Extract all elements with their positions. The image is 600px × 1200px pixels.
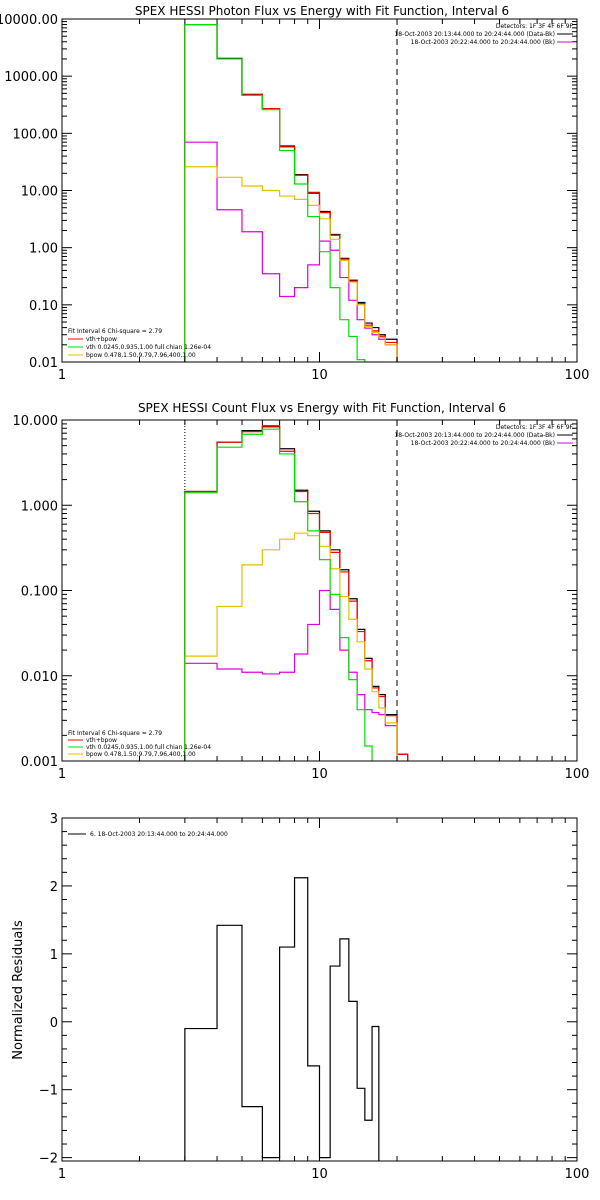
photon-flux-series-data [184, 23, 409, 362]
photon-flux-x-tick-label: 10 [311, 368, 328, 383]
count-flux-series-vth [184, 428, 409, 761]
count-flux-plot-area [184, 420, 409, 761]
residuals-y-tick-label: 3 [50, 812, 58, 827]
photon-flux-legend-total-label: vth+bpow [86, 336, 117, 343]
count-flux-y-tick-label: 0.001 [21, 755, 58, 770]
photon-flux-y-tick-label: 0.01 [29, 356, 58, 371]
photon-flux-axes-frame [61, 18, 578, 363]
residuals-legend-label: 6. 18-Oct-2003 20:13:44.000 to 20:24:44.… [90, 831, 228, 838]
residuals-y-axis-label: Normalized Residuals [11, 920, 26, 1060]
residuals-series-data [184, 877, 380, 1161]
residuals-panel: 1 10 100 −2 −1 0 1 2 3 Normalized Residuals 6. 1… [11, 812, 589, 1182]
count-flux-legend-data-label: 18-Oct-2003 20:13:44.000 to 20:24:44.000… [394, 432, 555, 439]
photon-flux-panel: SPEX HESSI Photon Flux vs Energy with Fi… [0, 4, 589, 383]
photon-flux-y-tick-label: 10000.00 [0, 13, 58, 28]
photon-flux-series-vth [184, 23, 409, 362]
count-flux-panel: SPEX HESSI Count Flux vs Energy with Fit… [13, 401, 590, 782]
count-flux-legend-bottom: Fit Interval 6 Chi-square = 2.79 vth+bpo… [68, 730, 211, 758]
count-flux-legend-vth-label: vth 0.0245,0.935,1.00 full chian 1.26e-0… [86, 744, 211, 751]
photon-flux-title: SPEX HESSI Photon Flux vs Energy with Fi… [135, 4, 509, 18]
photon-flux-legend-data-label: 18-Oct-2003 20:13:44.000 to 20:24:44.000… [394, 31, 555, 38]
photon-flux-detectors-label: Detectors: 1F 3F 4F 6F 9F [496, 23, 574, 30]
photon-flux-legend-bpow-label: bpow 0.478,1.50,9.79,7.96,400,1.00 [86, 352, 196, 359]
photon-flux-plot-area [184, 19, 409, 362]
count-flux-legend-bpow-label: bpow 0.478,1.50,9.79,7.96,400,1.00 [86, 751, 196, 758]
photon-flux-y-tick-label: 1000.00 [4, 70, 58, 85]
count-flux-title: SPEX HESSI Count Flux vs Energy with Fit… [138, 401, 506, 415]
count-flux-x-tick-label: 100 [565, 767, 590, 782]
count-flux-legend-bk-label: 18-Oct-2003 20:22:44.000 to 20:24:44.000… [411, 440, 555, 447]
count-flux-x-tick-label: 1 [58, 767, 66, 782]
photon-flux-series-total [184, 23, 409, 362]
count-flux-y-tick-label: 0.010 [21, 670, 58, 685]
residuals-y-tick-label: 2 [50, 880, 58, 895]
photon-flux-y-tick-label: 1.00 [29, 242, 58, 257]
residuals-y-tick-label: 0 [50, 1016, 58, 1031]
photon-flux-x-tick-label: 100 [565, 368, 590, 383]
residuals-y-tick-label: −1 [39, 1084, 58, 1099]
photon-flux-ticks: 1 10 100 0.01 0.10 1.00 10.00 100.00 1000.00 1000… [0, 13, 589, 383]
residuals-x-tick-label: 1 [58, 1167, 66, 1182]
count-flux-fit-label: Fit Interval 6 Chi-square = 2.79 [68, 730, 162, 737]
photon-flux-legend-top: Detectors: 1F 3F 4F 6F 9F 18-Oct-2003 20… [394, 23, 573, 46]
count-flux-detectors-label: Detectors: 1F 3F 4F 6F 9F [496, 424, 574, 431]
photon-flux-y-tick-label: 10.00 [21, 185, 58, 200]
photon-flux-series-bpow [184, 166, 409, 362]
photon-flux-legend-bottom: Fit Interval 6 Chi-square = 2.79 vth+bpo… [68, 328, 211, 359]
count-flux-series-data [184, 425, 409, 761]
residuals-x-tick-label: 100 [565, 1167, 590, 1182]
photon-flux-legend-vth-label: vth 0.0245,0.935,1.00 full chian 1.26e-0… [86, 344, 211, 351]
photon-flux-fit-label: Fit Interval 6 Chi-square = 2.79 [68, 328, 162, 335]
count-flux-legend-total-label: vth+bpow [86, 737, 117, 744]
photon-flux-legend-bk-label: 18-Oct-2003 20:22:44.000 to 20:24:44.000… [411, 39, 555, 46]
count-flux-ticks: 1 10 100 0.001 0.010 0.100 1.000 10.000 [13, 414, 590, 782]
count-flux-y-tick-label: 0.100 [21, 585, 58, 600]
count-flux-y-tick-label: 1.000 [21, 499, 58, 514]
photon-flux-x-tick-label: 1 [58, 368, 66, 383]
residuals-legend: 6. 18-Oct-2003 20:13:44.000 to 20:24:44.… [68, 831, 228, 838]
count-flux-x-tick-label: 10 [311, 767, 328, 782]
photon-flux-y-tick-label: 100.00 [13, 127, 59, 142]
residuals-y-tick-label: 1 [50, 948, 58, 963]
residuals-ticks: 1 10 100 −2 −1 0 1 2 3 [39, 812, 590, 1182]
count-flux-series-total [184, 426, 409, 761]
residuals-plot-area [184, 877, 380, 1161]
count-flux-legend-top: Detectors: 1F 3F 4F 6F 9F 18-Oct-2003 20… [394, 424, 573, 447]
count-flux-series-bpow [184, 532, 409, 761]
residuals-x-tick-label: 10 [311, 1167, 328, 1182]
count-flux-y-tick-label: 10.000 [13, 414, 59, 429]
residuals-y-tick-label: −2 [39, 1152, 58, 1167]
count-flux-series-bk [184, 589, 409, 761]
photon-flux-series-bk [184, 141, 409, 362]
photon-flux-y-tick-label: 0.10 [29, 299, 58, 314]
